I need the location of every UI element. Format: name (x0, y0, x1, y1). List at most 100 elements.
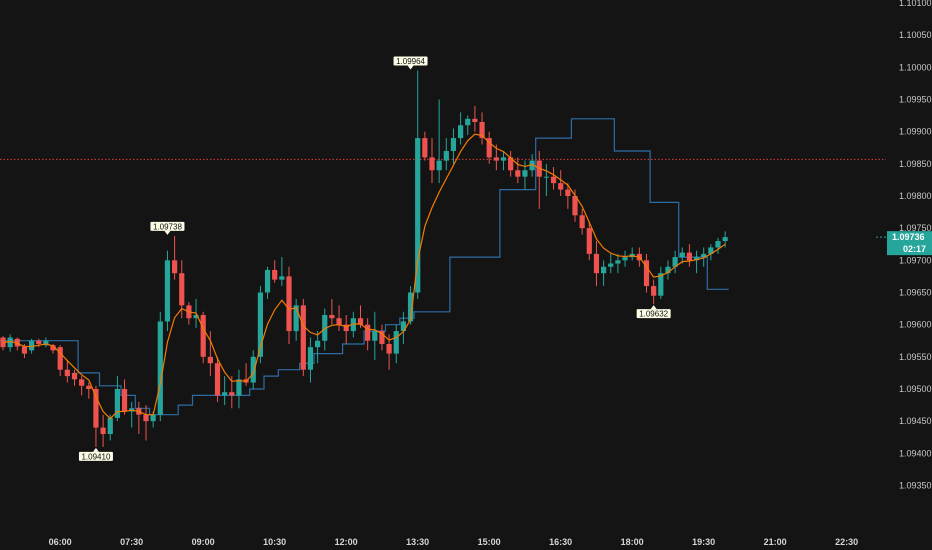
candle-body (350, 318, 356, 332)
candle[interactable] (214, 356, 221, 402)
candle[interactable] (643, 253, 650, 293)
candle-body (21, 346, 28, 354)
candle[interactable] (57, 345, 63, 377)
y-tick-label: 1.09550 (899, 352, 932, 362)
candle-body (515, 170, 521, 177)
candle[interactable] (579, 208, 585, 235)
candle[interactable] (315, 331, 321, 364)
candle[interactable] (172, 235, 178, 280)
candle[interactable] (343, 315, 349, 344)
candle[interactable] (293, 298, 299, 341)
candle[interactable] (379, 324, 385, 351)
candle[interactable] (207, 331, 213, 377)
candle[interactable] (665, 260, 671, 280)
extreme-label: 1.09410 (78, 447, 113, 461)
candle[interactable] (121, 379, 128, 415)
current-price-tag[interactable]: 1.09736 02:17 (887, 231, 932, 256)
x-tick-label: 07:30 (120, 537, 143, 547)
candle[interactable] (43, 337, 49, 348)
candle-body (622, 257, 628, 261)
candle[interactable] (658, 266, 664, 299)
candle[interactable] (336, 305, 342, 332)
candle[interactable] (608, 253, 614, 274)
candle[interactable] (586, 221, 592, 261)
candle-body (679, 252, 685, 258)
candle[interactable] (565, 183, 571, 209)
candle[interactable] (422, 131, 428, 161)
candle[interactable] (701, 247, 707, 267)
candle-body (29, 340, 35, 351)
candle[interactable] (550, 167, 557, 190)
candle-body (407, 292, 414, 322)
price-axis[interactable]: 1.10100 1.10050 1.10000 1.09950 1.09900 1.098… (876, 0, 932, 490)
candle[interactable] (286, 266, 292, 344)
candle[interactable] (708, 244, 714, 261)
candle[interactable] (686, 244, 692, 267)
candle[interactable] (279, 257, 285, 287)
candle[interactable] (372, 311, 378, 361)
candle[interactable] (200, 311, 206, 364)
candle[interactable] (622, 250, 628, 267)
y-tick-label: 1.10050 (899, 30, 932, 40)
candle[interactable] (393, 324, 399, 364)
candle[interactable] (257, 286, 263, 364)
candle[interactable] (86, 382, 92, 399)
candle[interactable] (100, 414, 106, 447)
candle[interactable] (365, 318, 371, 351)
candle[interactable] (443, 138, 449, 171)
candle[interactable] (601, 260, 607, 287)
candle[interactable] (472, 105, 478, 132)
candle[interactable] (558, 170, 564, 196)
candle[interactable] (486, 131, 492, 164)
candle-body (529, 160, 535, 171)
candle-body (121, 388, 128, 412)
candle-body (229, 392, 235, 396)
candle[interactable] (593, 241, 600, 287)
candle[interactable] (529, 154, 535, 177)
candle[interactable] (693, 250, 700, 274)
candle[interactable] (715, 237, 721, 254)
candle[interactable] (465, 115, 471, 135)
candle[interactable] (300, 298, 306, 377)
candle[interactable] (79, 376, 85, 396)
candle[interactable] (264, 266, 271, 299)
candle[interactable] (71, 369, 78, 386)
candle[interactable] (350, 311, 356, 338)
candle[interactable] (436, 99, 442, 184)
candle[interactable] (236, 369, 242, 409)
candle[interactable] (450, 128, 457, 164)
candle[interactable] (164, 250, 171, 332)
candle[interactable] (114, 376, 120, 422)
candle[interactable] (400, 311, 406, 344)
candle[interactable] (500, 150, 507, 171)
candle[interactable] (222, 376, 228, 406)
candle[interactable] (7, 334, 13, 352)
candle[interactable] (64, 360, 70, 383)
x-tick-label: 18:00 (621, 537, 644, 547)
candle[interactable] (329, 298, 335, 325)
candle[interactable] (272, 260, 278, 283)
candle-body (36, 340, 42, 344)
candle[interactable] (458, 112, 464, 145)
candle[interactable] (479, 112, 485, 145)
candle[interactable] (515, 157, 521, 184)
candle[interactable] (672, 250, 678, 274)
candle-body (307, 347, 314, 370)
time-axis[interactable]: 06:00 07:30 09:00 10:30 12:00 13:30 15:00 16:30… (49, 537, 859, 547)
candle[interactable] (522, 160, 528, 190)
candle[interactable] (651, 279, 657, 305)
candle[interactable] (615, 253, 621, 274)
candle-body (379, 331, 385, 344)
candle[interactable] (679, 247, 685, 264)
candle[interactable] (250, 350, 256, 389)
candle-body (286, 276, 292, 332)
candle[interactable] (429, 138, 435, 184)
channel-line (0, 118, 729, 416)
candle[interactable] (157, 311, 163, 422)
candle[interactable] (543, 163, 549, 196)
candle[interactable] (508, 150, 514, 177)
candle[interactable] (143, 405, 149, 441)
candle[interactable] (307, 337, 314, 383)
